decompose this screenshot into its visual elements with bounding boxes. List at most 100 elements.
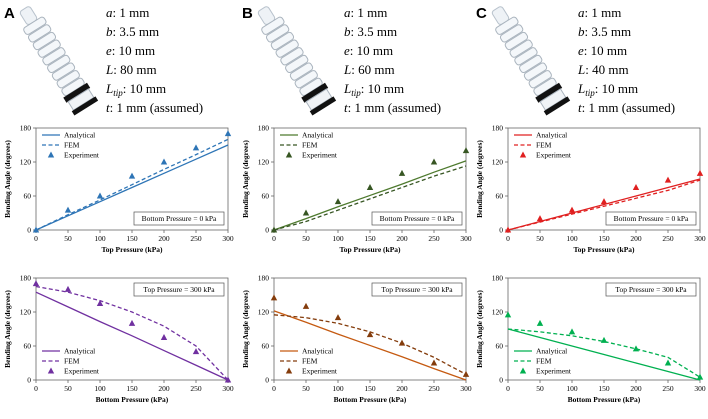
parameter-symbol: t (578, 100, 582, 115)
x-tick-label: 200 (630, 234, 642, 243)
parameter: e: 10 mm (578, 43, 627, 58)
fem-line (35, 138, 229, 231)
experiment-marker (632, 184, 640, 190)
parameter-value: : 1 mm (assumed) (110, 100, 204, 115)
y-tick-label: 180 (20, 274, 32, 283)
x-tick-label: 0 (272, 384, 276, 393)
legend-marker (47, 151, 55, 158)
parameter-symbol: b (578, 24, 585, 39)
experiment-marker (600, 336, 608, 343)
experiment-marker (568, 206, 576, 213)
fem-line (273, 165, 467, 231)
parameter: t: 1 mm (assumed) (578, 100, 675, 115)
x-tick-label: 250 (190, 234, 202, 243)
x-tick-label: 300 (222, 234, 234, 243)
experiment-marker (504, 311, 512, 318)
x-tick-label: 150 (364, 234, 376, 243)
actuator-rib (495, 16, 519, 35)
actuator-band (309, 96, 337, 116)
parameter-symbol: t (344, 100, 348, 115)
parameter-value: : 1 mm (351, 5, 388, 20)
y-tick-label: 120 (492, 158, 504, 167)
annotation-box (371, 211, 463, 226)
x-tick-label: 150 (126, 384, 138, 393)
actuator-rib (47, 54, 71, 74)
parameter-value: : 80 mm (113, 62, 156, 77)
fem-line (35, 285, 229, 381)
x-tick-label: 250 (428, 384, 440, 393)
parameter-symbol: a (344, 5, 351, 20)
x-tick-label: 50 (302, 234, 310, 243)
parameter-value: : 1 mm (assumed) (582, 100, 676, 115)
parameter-symbol: e (106, 43, 112, 58)
actuator-rib (504, 31, 529, 51)
experiment-marker (224, 376, 232, 383)
y-tick-label: 0 (499, 226, 503, 235)
legend-marker (519, 151, 527, 158)
legend-label: Experiment (302, 367, 338, 376)
analytical-line (35, 144, 229, 231)
actuator-base (67, 88, 95, 111)
analytical-line (507, 328, 701, 381)
y-tick-label: 180 (258, 274, 270, 283)
x-tick-label: 50 (64, 234, 72, 243)
annotation: Top Pressure = 300 kPa (381, 285, 453, 294)
actuator-rib (56, 70, 80, 89)
legend-label: Experiment (64, 151, 100, 160)
x-tick-label: 50 (64, 384, 72, 393)
y-tick-label: 180 (492, 124, 504, 133)
annotation: Top Pressure = 300 kPa (615, 285, 687, 294)
legend-label: Experiment (536, 151, 572, 160)
parameter-value: : 10 mm (595, 81, 638, 96)
x-tick-label: 0 (34, 234, 38, 243)
x-tick-label: 150 (364, 384, 376, 393)
actuator-photo (257, 6, 337, 116)
legend-label: FEM (302, 141, 318, 150)
x-axis-label: Bottom Pressure (kPa) (96, 395, 169, 404)
x-axis-label: Bottom Pressure (kPa) (568, 395, 641, 404)
actuator-photo (491, 6, 571, 116)
experiment-marker (32, 226, 40, 233)
actuator-rib (265, 24, 290, 43)
actuator-base (305, 88, 333, 111)
parameter-symbol: L (343, 81, 351, 96)
experiment-marker (334, 198, 342, 205)
x-tick-label: 300 (222, 384, 234, 393)
experiment-marker (664, 176, 672, 183)
y-axis-label: Bending Angle (degrees) (475, 140, 484, 218)
experiment-marker (32, 280, 40, 287)
y-tick-label: 120 (258, 158, 270, 167)
actuator-rib (499, 24, 524, 43)
analytical-line (273, 160, 467, 231)
parameter: b: 3.5 mm (344, 24, 397, 39)
actuator-rib (37, 39, 61, 58)
y-tick-label: 180 (20, 124, 32, 133)
x-tick-label: 0 (506, 384, 510, 393)
parameter: e: 10 mm (344, 43, 393, 58)
x-tick-label: 0 (506, 234, 510, 243)
y-axis-label: Bending Angle (degrees) (475, 290, 484, 368)
analytical-line (35, 291, 229, 381)
parameter-value: : 1 mm (113, 5, 150, 20)
legend-label: FEM (64, 141, 80, 150)
actuator-rib (289, 62, 314, 81)
parameter-value: : 3.5 mm (113, 24, 160, 39)
legend-marker (47, 367, 55, 374)
x-tick-label: 150 (598, 384, 610, 393)
legend-label: Experiment (536, 367, 572, 376)
actuator-band (301, 82, 329, 103)
legend-marker (285, 151, 293, 158)
experiment-marker (462, 147, 470, 154)
actuator-rib (51, 62, 76, 81)
actuator-band (71, 96, 99, 116)
x-tick-label: 0 (34, 384, 38, 393)
y-tick-label: 60 (24, 192, 32, 201)
parameter-symbol: e (344, 43, 350, 58)
y-tick-label: 60 (24, 342, 32, 351)
y-axis-label: Bending Angle (degrees) (241, 290, 250, 368)
panel-label: A (4, 5, 15, 22)
experiment-marker (430, 158, 438, 165)
legend-label: Analytical (536, 347, 567, 356)
actuator-rib (523, 62, 548, 81)
